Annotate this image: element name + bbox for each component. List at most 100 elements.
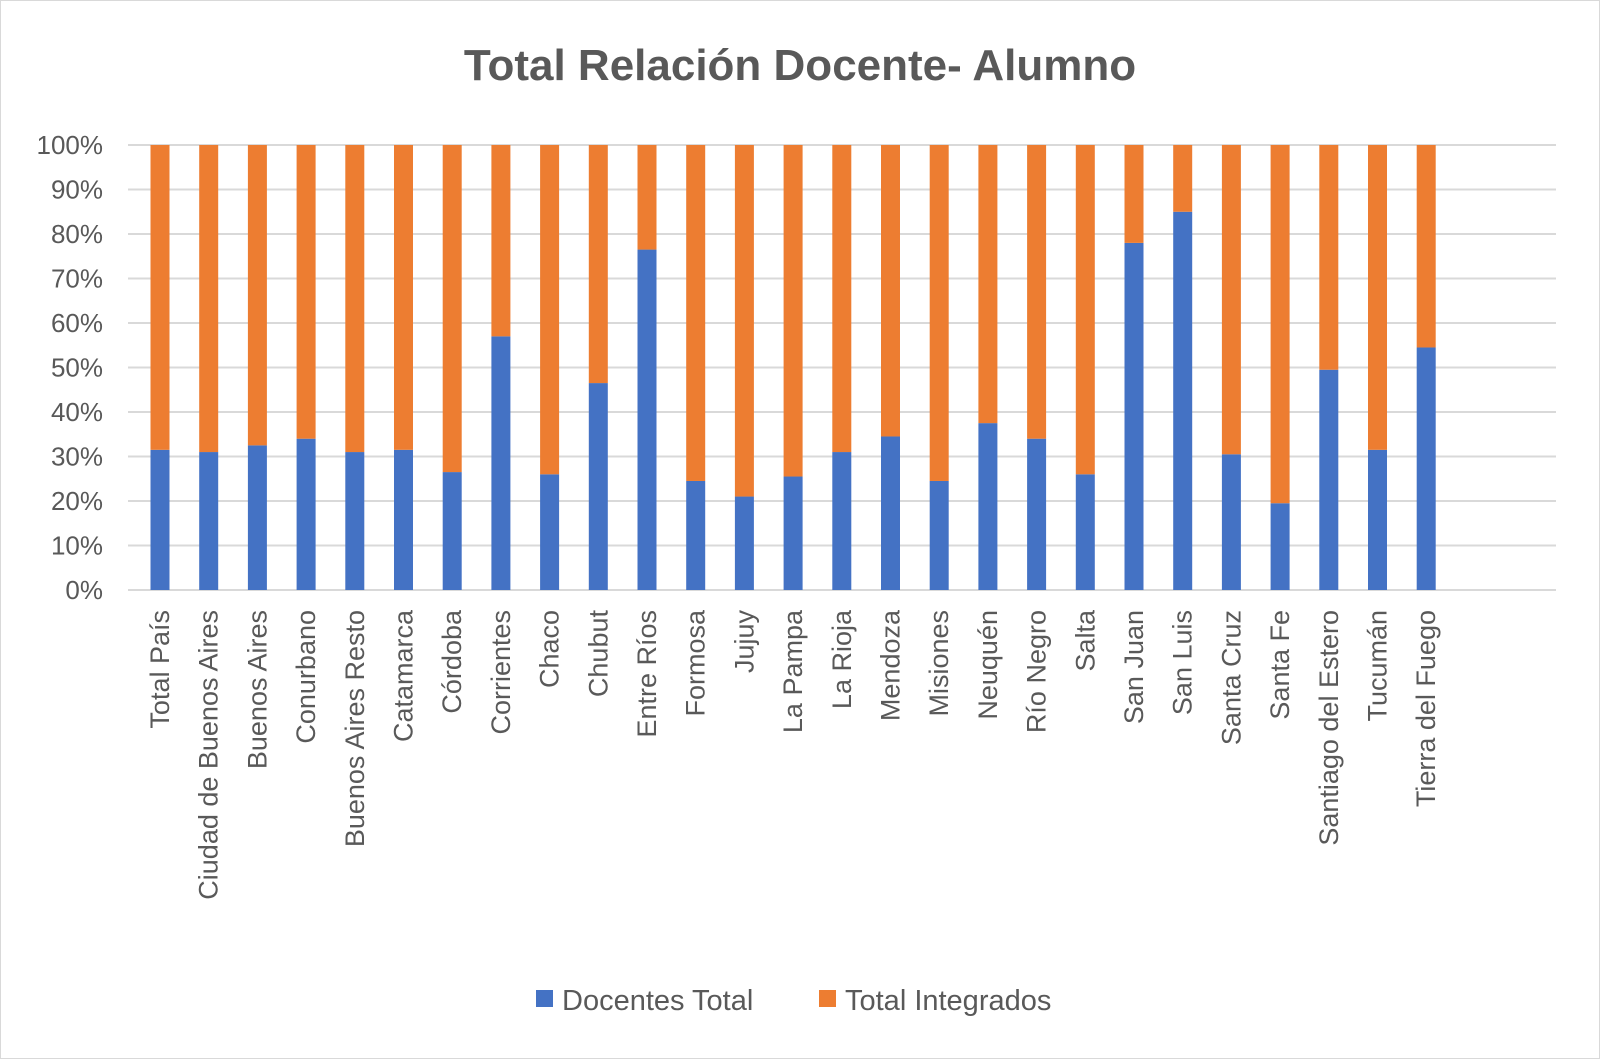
bar-docentes-total-total-pais[interactable] bbox=[150, 449, 170, 590]
bar-total-integrados-la-rioja[interactable] bbox=[832, 145, 852, 453]
bar-total-integrados-catamarca[interactable] bbox=[394, 145, 413, 450]
x-tick-label-santa-cruz: Santa Cruz bbox=[1216, 610, 1246, 745]
x-tick-label-jujuy: Jujuy bbox=[729, 610, 759, 674]
x-tick-label-cordoba: Córdoba bbox=[437, 609, 467, 714]
bar-docentes-total-misiones[interactable] bbox=[929, 480, 949, 590]
y-tick-label: 40% bbox=[51, 397, 103, 427]
x-tick-label-san-juan: San Juan bbox=[1119, 610, 1149, 724]
x-axis-labels: Total País Ciudad de Buenos Aires Buenos A… bbox=[145, 609, 1441, 900]
y-tick-label: 70% bbox=[51, 264, 103, 294]
x-tick-label-la-pampa: La Pampa bbox=[778, 609, 808, 733]
x-tick-label-total-pais: Total País bbox=[145, 610, 175, 729]
x-tick-label-formosa: Formosa bbox=[681, 609, 711, 717]
x-tick-label-chubut: Chubut bbox=[583, 610, 613, 698]
bar-total-integrados-santiago-del-estero[interactable] bbox=[1319, 145, 1339, 370]
x-tick-label-neuquen: Neuquén bbox=[973, 610, 1003, 720]
bar-docentes-total-formosa[interactable] bbox=[686, 480, 706, 590]
bar-docentes-total-chaco[interactable] bbox=[540, 474, 560, 590]
bar-docentes-total-ciudad-de-buenos-aires[interactable] bbox=[199, 452, 219, 590]
x-tick-label-la-rioja: La Rioja bbox=[827, 609, 857, 709]
legend-swatch-docentes-total bbox=[536, 990, 553, 1007]
bars bbox=[150, 145, 1436, 590]
x-tick-label-tucuman: Tucumán bbox=[1363, 610, 1393, 722]
bar-total-integrados-tucuman[interactable] bbox=[1368, 145, 1387, 450]
x-tick-label-entre-rios: Entre Ríos bbox=[632, 610, 662, 738]
bar-total-integrados-total-pais[interactable] bbox=[150, 145, 170, 450]
x-tick-label-rio-negro: Río Negro bbox=[1022, 610, 1052, 733]
bar-docentes-total-neuquen[interactable] bbox=[978, 423, 998, 590]
bar-total-integrados-buenos-aires-resto[interactable] bbox=[345, 145, 365, 453]
y-tick-label: 90% bbox=[51, 175, 103, 205]
bar-docentes-total-buenos-aires[interactable] bbox=[247, 445, 267, 590]
bar-docentes-total-santa-fe[interactable] bbox=[1270, 503, 1290, 590]
bar-docentes-total-conurbano[interactable] bbox=[296, 438, 316, 590]
bar-total-integrados-conurbano[interactable] bbox=[296, 145, 316, 439]
bar-docentes-total-buenos-aires-resto[interactable] bbox=[345, 452, 365, 590]
x-tick-label-corrientes: Corrientes bbox=[486, 610, 516, 735]
bar-docentes-total-santa-cruz[interactable] bbox=[1221, 454, 1241, 590]
y-tick-label: 0% bbox=[65, 575, 103, 605]
x-tick-label-santiago-del-estero: Santiago del Estero bbox=[1314, 610, 1344, 846]
y-tick-label: 80% bbox=[51, 219, 103, 249]
x-tick-label-buenos-aires: Buenos Aires bbox=[242, 610, 272, 769]
x-tick-label-buenos-aires-resto: Buenos Aires Resto bbox=[340, 610, 370, 847]
bar-total-integrados-salta[interactable] bbox=[1075, 145, 1095, 475]
x-tick-label-catamarca: Catamarca bbox=[389, 609, 419, 742]
x-tick-label-mendoza: Mendoza bbox=[876, 609, 906, 721]
bar-total-integrados-jujuy[interactable] bbox=[734, 145, 754, 497]
y-tick-label: 60% bbox=[51, 308, 103, 338]
bar-total-integrados-chaco[interactable] bbox=[540, 145, 560, 475]
bar-docentes-total-tierra-del-fuego[interactable] bbox=[1416, 347, 1436, 590]
bar-total-integrados-santa-cruz[interactable] bbox=[1221, 145, 1241, 455]
y-tick-label: 10% bbox=[51, 531, 103, 561]
x-tick-label-ciudad-de-buenos-aires: Ciudad de Buenos Aires bbox=[194, 610, 224, 900]
bar-total-integrados-cordoba[interactable] bbox=[442, 145, 462, 473]
y-tick-label: 20% bbox=[51, 486, 103, 516]
bar-docentes-total-la-rioja[interactable] bbox=[832, 452, 852, 590]
chart-title: Total Relación Docente- Alumno bbox=[464, 41, 1136, 90]
bar-total-integrados-entre-rios[interactable] bbox=[637, 145, 657, 250]
bar-docentes-total-san-luis[interactable] bbox=[1173, 211, 1193, 590]
bar-total-integrados-ciudad-de-buenos-aires[interactable] bbox=[199, 145, 219, 453]
bar-total-integrados-mendoza[interactable] bbox=[881, 145, 900, 437]
bar-total-integrados-san-luis[interactable] bbox=[1173, 145, 1193, 212]
y-tick-label: 50% bbox=[51, 353, 103, 383]
bar-docentes-total-entre-rios[interactable] bbox=[637, 249, 657, 590]
x-tick-label-salta: Salta bbox=[1070, 609, 1100, 672]
legend-swatch-total-integrados bbox=[819, 990, 836, 1007]
bar-total-integrados-corrientes[interactable] bbox=[491, 145, 511, 337]
bar-docentes-total-santiago-del-estero[interactable] bbox=[1319, 369, 1339, 590]
legend-label-total-integrados: Total Integrados bbox=[845, 985, 1051, 1017]
bar-total-integrados-san-juan[interactable] bbox=[1124, 145, 1144, 243]
bar-total-integrados-rio-negro[interactable] bbox=[1027, 145, 1047, 439]
bar-total-integrados-santa-fe[interactable] bbox=[1270, 145, 1290, 504]
y-tick-label: 30% bbox=[51, 442, 103, 472]
bar-docentes-total-mendoza[interactable] bbox=[881, 436, 900, 590]
x-tick-label-misiones: Misiones bbox=[924, 610, 954, 717]
y-tick-label: 100% bbox=[37, 130, 104, 160]
legend-label-docentes-total: Docentes Total bbox=[562, 985, 753, 1017]
bar-docentes-total-la-pampa[interactable] bbox=[783, 476, 803, 590]
bar-docentes-total-catamarca[interactable] bbox=[394, 449, 413, 590]
bar-docentes-total-san-juan[interactable] bbox=[1124, 242, 1144, 590]
bar-total-integrados-misiones[interactable] bbox=[929, 145, 949, 481]
bar-docentes-total-chubut[interactable] bbox=[588, 383, 608, 590]
bar-total-integrados-buenos-aires[interactable] bbox=[247, 145, 267, 446]
bar-total-integrados-tierra-del-fuego[interactable] bbox=[1416, 145, 1436, 348]
bar-docentes-total-corrientes[interactable] bbox=[491, 336, 511, 590]
y-axis-ticks: 0% 10% 20% 30% 40% 50% 60% 70% 80% 90% 100% bbox=[37, 130, 104, 605]
bar-docentes-total-cordoba[interactable] bbox=[442, 472, 462, 590]
x-tick-label-chaco: Chaco bbox=[535, 610, 565, 688]
bar-total-integrados-neuquen[interactable] bbox=[978, 145, 998, 424]
bar-docentes-total-rio-negro[interactable] bbox=[1027, 438, 1047, 590]
bar-total-integrados-la-pampa[interactable] bbox=[783, 145, 803, 477]
x-tick-label-tierra-del-fuego: Tierra del Fuego bbox=[1411, 610, 1441, 807]
bar-docentes-total-tucuman[interactable] bbox=[1368, 449, 1387, 590]
x-tick-label-santa-fe: Santa Fe bbox=[1265, 610, 1295, 720]
bar-total-integrados-chubut[interactable] bbox=[588, 145, 608, 384]
bar-docentes-total-salta[interactable] bbox=[1075, 474, 1095, 590]
bar-docentes-total-jujuy[interactable] bbox=[734, 496, 754, 590]
legend[interactable]: Docentes Total Total Integrados bbox=[536, 985, 1051, 1017]
bar-total-integrados-formosa[interactable] bbox=[686, 145, 706, 481]
